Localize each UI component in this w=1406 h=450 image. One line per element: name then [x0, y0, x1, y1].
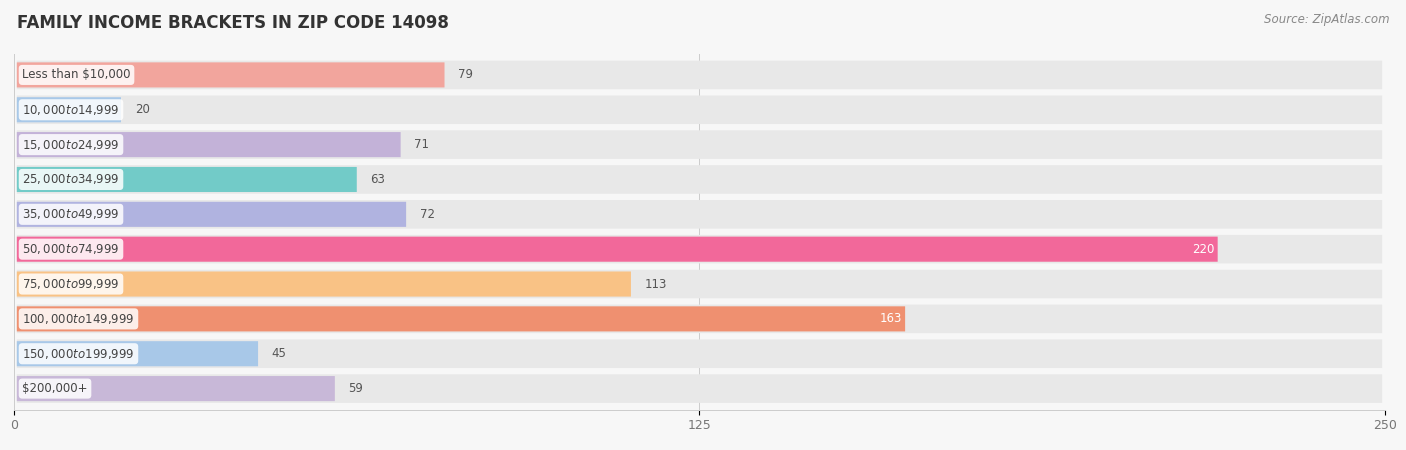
FancyBboxPatch shape — [17, 235, 1382, 263]
FancyBboxPatch shape — [17, 130, 1382, 159]
FancyBboxPatch shape — [17, 167, 357, 192]
FancyBboxPatch shape — [17, 165, 1382, 194]
Text: 71: 71 — [415, 138, 429, 151]
FancyBboxPatch shape — [17, 271, 631, 297]
FancyBboxPatch shape — [17, 237, 1218, 262]
Text: 113: 113 — [644, 278, 666, 291]
FancyBboxPatch shape — [17, 374, 1382, 403]
Text: $50,000 to $74,999: $50,000 to $74,999 — [22, 242, 120, 256]
Text: $10,000 to $14,999: $10,000 to $14,999 — [22, 103, 120, 117]
FancyBboxPatch shape — [17, 97, 121, 122]
Text: $100,000 to $149,999: $100,000 to $149,999 — [22, 312, 135, 326]
FancyBboxPatch shape — [17, 95, 1382, 124]
FancyBboxPatch shape — [17, 200, 1382, 229]
FancyBboxPatch shape — [17, 341, 259, 366]
Text: $35,000 to $49,999: $35,000 to $49,999 — [22, 207, 120, 221]
Text: $75,000 to $99,999: $75,000 to $99,999 — [22, 277, 120, 291]
FancyBboxPatch shape — [17, 63, 444, 87]
FancyBboxPatch shape — [17, 339, 1382, 368]
FancyBboxPatch shape — [17, 132, 401, 157]
Text: FAMILY INCOME BRACKETS IN ZIP CODE 14098: FAMILY INCOME BRACKETS IN ZIP CODE 14098 — [17, 14, 449, 32]
Text: 63: 63 — [371, 173, 385, 186]
Text: 220: 220 — [1192, 243, 1215, 256]
Text: $25,000 to $34,999: $25,000 to $34,999 — [22, 172, 120, 186]
Text: 79: 79 — [458, 68, 474, 81]
FancyBboxPatch shape — [17, 376, 335, 401]
Text: $15,000 to $24,999: $15,000 to $24,999 — [22, 138, 120, 152]
FancyBboxPatch shape — [17, 202, 406, 227]
Text: 20: 20 — [135, 103, 149, 116]
Text: 163: 163 — [880, 312, 903, 325]
Text: 72: 72 — [420, 208, 434, 221]
Text: Less than $10,000: Less than $10,000 — [22, 68, 131, 81]
FancyBboxPatch shape — [17, 61, 1382, 89]
Text: $150,000 to $199,999: $150,000 to $199,999 — [22, 347, 135, 361]
Text: 59: 59 — [349, 382, 363, 395]
Text: Source: ZipAtlas.com: Source: ZipAtlas.com — [1264, 14, 1389, 27]
Text: 45: 45 — [271, 347, 287, 360]
FancyBboxPatch shape — [17, 270, 1382, 298]
FancyBboxPatch shape — [17, 306, 905, 332]
Text: $200,000+: $200,000+ — [22, 382, 87, 395]
FancyBboxPatch shape — [17, 305, 1382, 333]
